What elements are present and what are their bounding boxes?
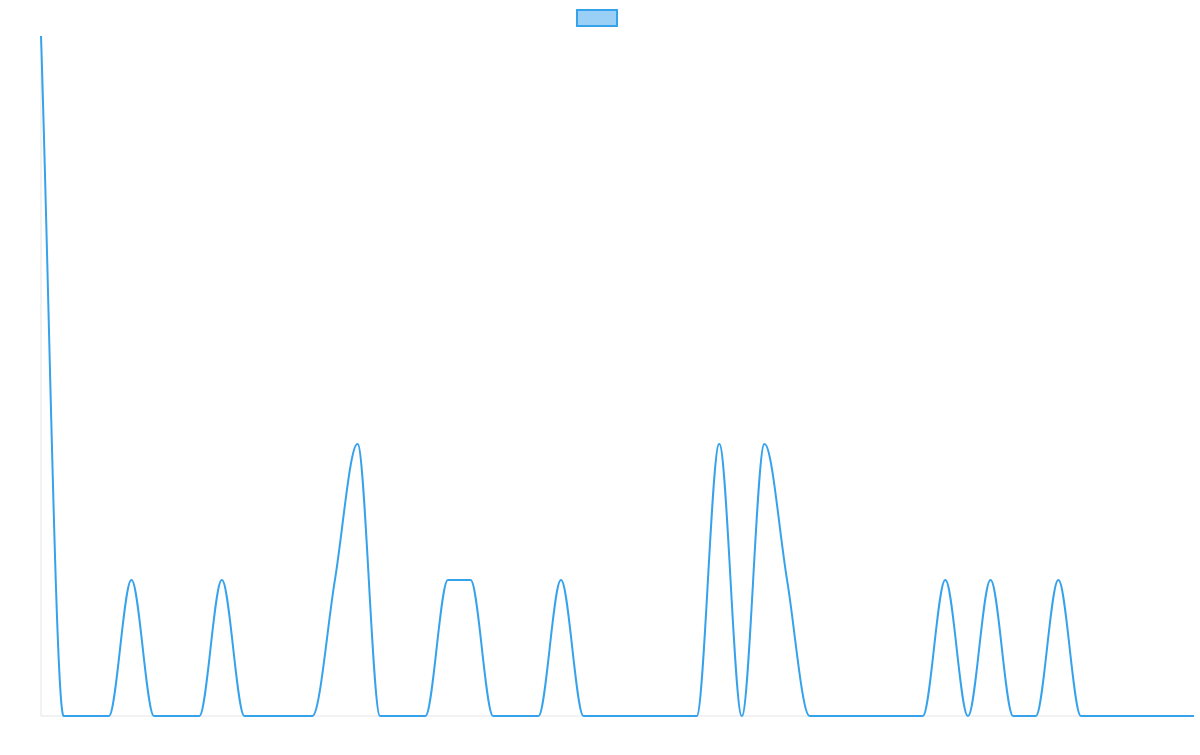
data-point[interactable]	[829, 713, 835, 719]
data-point[interactable]	[106, 713, 112, 719]
data-point[interactable]	[1055, 577, 1061, 583]
data-point[interactable]	[1191, 713, 1197, 719]
data-point[interactable]	[1146, 713, 1152, 719]
data-point[interactable]	[1168, 713, 1174, 719]
data-point[interactable]	[920, 713, 926, 719]
data-point[interactable]	[716, 441, 722, 447]
data-point[interactable]	[264, 713, 270, 719]
data-point[interactable]	[1078, 713, 1084, 719]
data-point[interactable]	[784, 577, 790, 583]
data-point[interactable]	[1123, 713, 1129, 719]
data-point[interactable]	[355, 441, 361, 447]
data-point[interactable]	[671, 713, 677, 719]
data-point[interactable]	[377, 713, 383, 719]
data-point[interactable]	[468, 577, 474, 583]
data-point[interactable]	[128, 577, 134, 583]
data-point[interactable]	[761, 441, 767, 447]
legend[interactable]	[0, 9, 1200, 27]
data-point[interactable]	[852, 713, 858, 719]
data-point[interactable]	[535, 713, 541, 719]
data-point[interactable]	[581, 713, 587, 719]
data-point[interactable]	[874, 713, 880, 719]
data-point[interactable]	[988, 577, 994, 583]
series-line-0[interactable]	[40, 35, 1194, 717]
data-point[interactable]	[287, 713, 293, 719]
data-point[interactable]	[558, 577, 564, 583]
data-point[interactable]	[219, 577, 225, 583]
data-point[interactable]	[1101, 713, 1107, 719]
data-point[interactable]	[445, 577, 451, 583]
data-point[interactable]	[965, 713, 971, 719]
data-point[interactable]	[332, 577, 338, 583]
data-point[interactable]	[807, 713, 813, 719]
data-point[interactable]	[626, 713, 632, 719]
data-point[interactable]	[942, 577, 948, 583]
data-point[interactable]	[897, 713, 903, 719]
legend-swatch[interactable]	[575, 9, 618, 27]
data-point[interactable]	[694, 713, 700, 719]
data-point[interactable]	[603, 713, 609, 719]
data-point[interactable]	[38, 33, 44, 39]
data-point[interactable]	[174, 713, 180, 719]
data-point[interactable]	[1033, 713, 1039, 719]
data-point[interactable]	[241, 713, 247, 719]
data-point[interactable]	[648, 713, 654, 719]
data-point[interactable]	[151, 713, 157, 719]
data-point[interactable]	[309, 713, 315, 719]
data-point[interactable]	[196, 713, 202, 719]
data-point[interactable]	[61, 713, 67, 719]
data-point[interactable]	[422, 713, 428, 719]
data-point[interactable]	[1010, 713, 1016, 719]
data-point[interactable]	[400, 713, 406, 719]
data-point[interactable]	[490, 713, 496, 719]
data-point[interactable]	[739, 713, 745, 719]
data-point[interactable]	[513, 713, 519, 719]
data-point[interactable]	[83, 713, 89, 719]
